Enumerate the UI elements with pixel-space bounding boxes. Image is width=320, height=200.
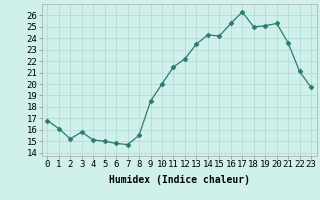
X-axis label: Humidex (Indice chaleur): Humidex (Indice chaleur) xyxy=(109,175,250,185)
